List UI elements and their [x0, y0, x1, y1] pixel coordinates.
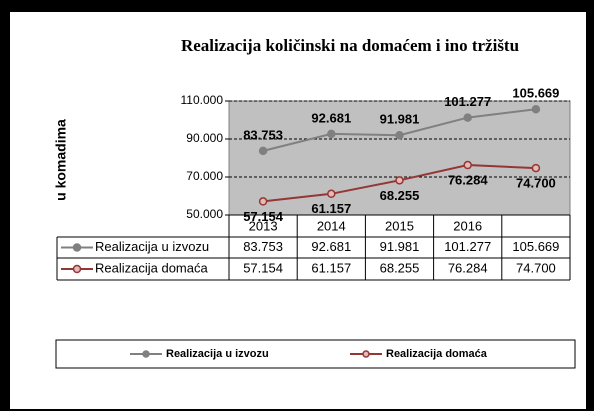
table-row-label: Realizacija domaća — [95, 260, 208, 275]
table-cell: 105.669 — [512, 239, 559, 254]
data-label: 76.284 — [448, 172, 489, 187]
plot-area — [228, 100, 571, 216]
table-cell: 74.700 — [516, 260, 556, 275]
table-cell: 68.255 — [380, 260, 420, 275]
table-cell: 92.681 — [311, 239, 351, 254]
data-label: 83.753 — [243, 127, 283, 142]
marker — [463, 160, 472, 170]
y-tick-label: 50.000 — [186, 207, 223, 221]
y-tick-label: 70.000 — [186, 169, 223, 183]
data-label: 91.981 — [380, 112, 420, 127]
x-tick-label: 2014 — [317, 218, 346, 233]
data-label: 74.700 — [516, 176, 556, 191]
data-label: 101.277 — [444, 94, 491, 109]
legend-box — [55, 339, 576, 369]
legend-marker — [142, 350, 150, 358]
marker — [258, 146, 268, 156]
data-label: 105.669 — [512, 86, 559, 101]
chart-title: Realizacija količinski na domaćem i ino … — [181, 36, 519, 55]
marker — [395, 176, 404, 185]
legend-label: Realizacija u izvozu — [166, 348, 269, 360]
legend-label: Realizacija domaća — [386, 348, 488, 360]
table-cell: 83.753 — [243, 239, 283, 254]
marker — [395, 130, 404, 140]
table-key-marker — [72, 264, 82, 274]
y-tick-label: 90.000 — [186, 131, 223, 145]
table-key-marker — [72, 243, 82, 252]
x-tick-label: 2015 — [385, 218, 414, 233]
x-tick-label: 2013 — [249, 218, 278, 233]
table-row-label: Realizacija u izvozu — [95, 239, 209, 254]
data-label: 92.681 — [311, 110, 351, 125]
table-cell: 91.981 — [380, 239, 420, 254]
marker — [327, 189, 336, 199]
y-tick-label: 110.000 — [181, 93, 224, 107]
data-label: 61.157 — [311, 201, 351, 216]
data-label: 68.255 — [380, 188, 420, 203]
y-axis-label: u komadima — [53, 119, 69, 201]
marker — [258, 197, 268, 206]
data-label: 57.154 — [243, 209, 284, 224]
table-cell: 57.154 — [243, 260, 283, 275]
x-tick-label: 2016 — [453, 218, 482, 233]
legend-marker — [362, 350, 370, 358]
marker — [327, 129, 336, 139]
marker — [531, 104, 541, 114]
table-cell: 61.157 — [311, 260, 351, 275]
table-cell: 101.277 — [444, 239, 491, 254]
marker — [531, 163, 541, 173]
table-cell: 76.284 — [448, 260, 488, 275]
marker — [463, 113, 472, 122]
